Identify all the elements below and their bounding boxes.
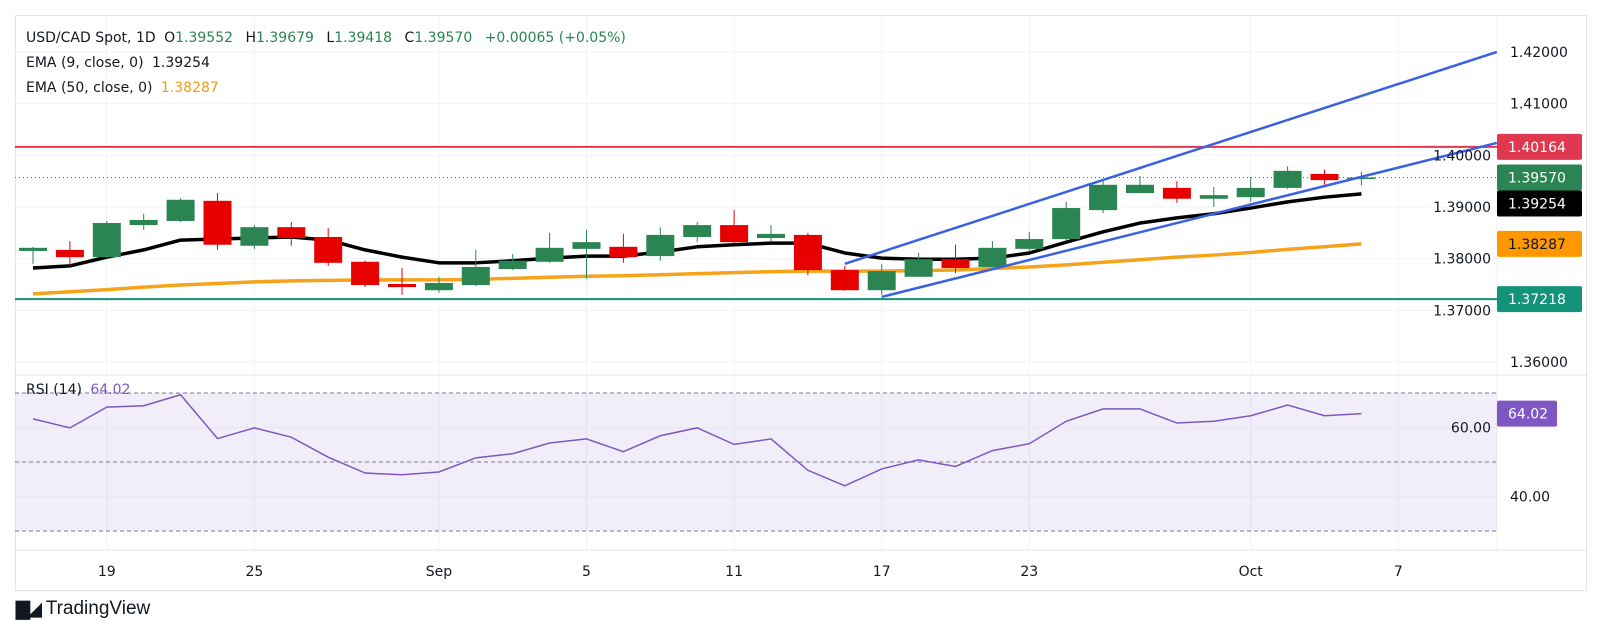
candle-down bbox=[793, 234, 822, 271]
legend-high-label: H bbox=[245, 30, 257, 46]
time-axis-label: Oct bbox=[1239, 564, 1264, 580]
legend-low-label: L bbox=[326, 30, 335, 46]
legend-main: USD/CAD Spot, 1D O1.39552 H1.39679 L1.39… bbox=[26, 29, 630, 47]
price-axis-label: 1.40000 bbox=[1433, 148, 1491, 164]
time-axis-label: 17 bbox=[873, 564, 891, 580]
price-badge-label: 1.38287 bbox=[1508, 237, 1566, 253]
candle-up bbox=[19, 247, 47, 251]
channel-trendline bbox=[881, 141, 1497, 299]
ema50-label: EMA (50, close, 0) bbox=[26, 80, 153, 96]
candle-up bbox=[1126, 184, 1154, 194]
candle-up bbox=[1236, 187, 1265, 198]
candle-up bbox=[1052, 208, 1081, 240]
candle-down bbox=[314, 236, 343, 263]
price-badge-label: 1.40164 bbox=[1508, 140, 1566, 156]
candle-up bbox=[240, 227, 269, 246]
legend-close-label: C bbox=[404, 30, 415, 46]
candle-up bbox=[757, 233, 785, 239]
legend-close: 1.39570 bbox=[414, 30, 473, 46]
price-axis-label: 1.39000 bbox=[1433, 200, 1491, 216]
rsi-band-fill bbox=[16, 393, 1497, 531]
candle-up bbox=[92, 223, 121, 258]
legend-open: 1.39552 bbox=[175, 30, 234, 46]
candle-up bbox=[498, 260, 527, 270]
rsi-badge-label: 64.02 bbox=[1508, 407, 1548, 423]
legend-change: +0.00065 (+0.05%) bbox=[484, 30, 626, 46]
legend-rsi[interactable]: RSI (14) 64.02 bbox=[26, 381, 134, 399]
ema9-value: 1.39254 bbox=[152, 55, 210, 71]
candle-up bbox=[1015, 239, 1044, 249]
rsi-pane bbox=[15, 392, 1497, 532]
ema50-line bbox=[32, 242, 1362, 296]
legend-high: 1.39679 bbox=[256, 30, 314, 46]
legend-open-label: O bbox=[164, 30, 176, 46]
rsi-axis-label: 60.00 bbox=[1451, 421, 1491, 437]
price-badge bbox=[1497, 164, 1582, 191]
price-badge bbox=[1497, 133, 1582, 160]
candle-down bbox=[388, 283, 416, 288]
candle-down bbox=[609, 246, 638, 258]
candle-up bbox=[129, 219, 158, 226]
candle-up bbox=[1089, 184, 1118, 211]
price-badge-label: 1.39570 bbox=[1508, 171, 1566, 187]
price-badge bbox=[1497, 190, 1582, 217]
time-axis-label: 5 bbox=[582, 564, 591, 580]
candle-up bbox=[424, 282, 453, 291]
candle-down bbox=[1310, 173, 1339, 181]
chart-frame bbox=[15, 15, 1587, 591]
candle-up bbox=[535, 247, 564, 262]
ema9-label: EMA (9, close, 0) bbox=[26, 55, 144, 71]
candle-up bbox=[166, 199, 195, 221]
price-badge bbox=[1497, 286, 1582, 313]
price-axis-label: 1.36000 bbox=[1510, 355, 1568, 371]
candle-up bbox=[867, 271, 896, 291]
candle-up bbox=[1199, 195, 1228, 199]
price-badge-label: 1.39254 bbox=[1508, 197, 1566, 213]
candle-up bbox=[978, 247, 1007, 267]
price-axis-label: 1.41000 bbox=[1510, 97, 1568, 113]
candle-up bbox=[904, 259, 933, 277]
time-axis-label: 7 bbox=[1394, 564, 1403, 580]
candle-up bbox=[572, 242, 601, 249]
rsi-line bbox=[32, 393, 1362, 487]
candle-down bbox=[830, 270, 859, 291]
candle-down bbox=[720, 225, 749, 243]
tradingview-logo[interactable]: ▇◢ TradingView bbox=[16, 598, 150, 620]
candle-up bbox=[1273, 170, 1302, 188]
ema50-value: 1.38287 bbox=[160, 80, 219, 96]
candle-down bbox=[203, 200, 232, 245]
rsi-badge bbox=[1497, 400, 1557, 427]
tradingview-brand: TradingView bbox=[45, 598, 151, 619]
legend-low: 1.39418 bbox=[334, 30, 393, 46]
candle-up bbox=[646, 234, 675, 257]
time-axis-label: 25 bbox=[245, 564, 263, 580]
price-axis-label: 1.38000 bbox=[1433, 252, 1491, 268]
candle-down bbox=[1162, 187, 1191, 199]
price-axis-label: 1.37000 bbox=[1433, 303, 1491, 319]
time-axis-label: Sep bbox=[426, 564, 453, 580]
candle-down bbox=[351, 261, 380, 286]
candle-down bbox=[277, 227, 306, 239]
tradingview-logo-icon: ▇◢ bbox=[16, 598, 42, 619]
channel-trendline bbox=[844, 50, 1497, 266]
legend-ema50[interactable]: EMA (50, close, 0) 1.38287 bbox=[26, 79, 223, 97]
rsi-axis-label: 40.00 bbox=[1510, 490, 1550, 506]
candle-up bbox=[683, 225, 712, 237]
time-axis-label: 11 bbox=[725, 564, 743, 580]
candle-down bbox=[941, 259, 970, 268]
price-badge bbox=[1497, 230, 1582, 257]
time-axis-label: 23 bbox=[1020, 564, 1038, 580]
price-badge-label: 1.37218 bbox=[1508, 292, 1566, 308]
candle-up bbox=[461, 266, 490, 286]
candle-down bbox=[55, 249, 84, 258]
candle-up bbox=[1347, 177, 1376, 180]
price-axis-label: 1.42000 bbox=[1510, 45, 1568, 61]
rsi-value: 64.02 bbox=[90, 382, 131, 398]
price-pane bbox=[15, 50, 1497, 301]
legend-symbol[interactable]: USD/CAD Spot, 1D bbox=[26, 30, 156, 46]
legend-ema9[interactable]: EMA (9, close, 0) 1.39254 bbox=[26, 54, 214, 72]
rsi-label: RSI (14) bbox=[26, 382, 82, 398]
time-axis-label: 19 bbox=[98, 564, 116, 580]
